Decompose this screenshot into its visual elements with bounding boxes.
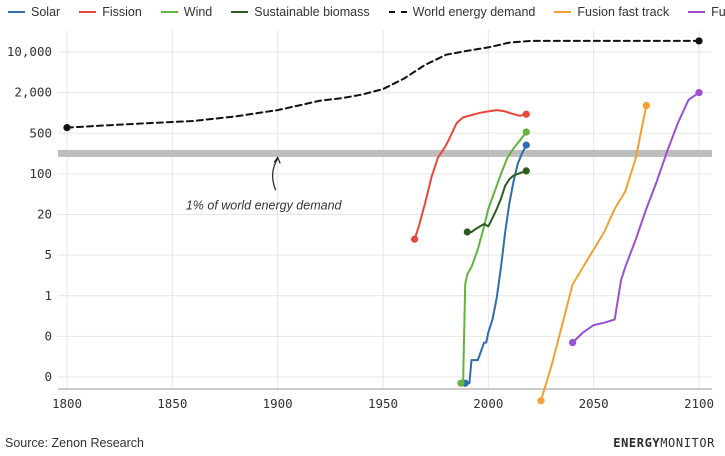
series-start-point [411, 235, 419, 243]
y-tick-label: 2,000 [14, 85, 52, 100]
x-tick-label: 1800 [52, 396, 82, 411]
one-percent-band [58, 149, 712, 157]
series-line [540, 104, 648, 402]
y-tick-label: 10,000 [7, 44, 52, 59]
series-start-point [537, 397, 545, 405]
legend-label: Solar [31, 5, 61, 19]
series-start-point [457, 379, 465, 387]
brand-logo: ENERGYMONITOR [613, 436, 715, 450]
x-tick-label: 1950 [368, 396, 398, 411]
brand-thin: MONITOR [660, 436, 715, 450]
source-note: Source: Zenon Research [5, 436, 144, 450]
series-start-point [463, 228, 471, 236]
legend-swatch [8, 11, 25, 13]
x-tick-label: 1850 [157, 396, 187, 411]
y-tick-label: 1 [44, 288, 52, 303]
y-tick-label: 20 [37, 207, 52, 222]
y-tick-label: 5 [44, 247, 52, 262]
x-tick-label: 1900 [263, 396, 293, 411]
legend-swatch [160, 11, 178, 13]
series-end-point [522, 110, 530, 118]
annotation-label: 1% of world energy demand [186, 198, 343, 212]
legend-label: Fission [102, 5, 142, 19]
legend-item: Sustainable biomass [231, 5, 370, 19]
series-end-point [642, 101, 650, 110]
series-line [66, 39, 700, 129]
legend-item: World energy demand [388, 5, 536, 19]
legend-item: Fusion fast track [554, 5, 669, 19]
y-tick-label: 0 [44, 328, 52, 343]
series-end-point [522, 128, 530, 136]
series-line [466, 169, 528, 233]
y-tick-label: 500 [29, 125, 52, 140]
x-tick-label: 2050 [579, 396, 609, 411]
legend-swatch [554, 11, 572, 13]
legend-label: Wind [183, 5, 213, 19]
x-tick-label: 2000 [473, 396, 503, 411]
legend-item: Solar [8, 5, 60, 19]
legend-label: World energy demand [412, 5, 536, 19]
legend-item: Fission [79, 5, 142, 19]
series-start-point [63, 124, 71, 132]
legend-label: Sustainable biomass [254, 5, 370, 19]
chart-legend: Solar Fission Wind Sustainable biomass World… [8, 4, 725, 20]
legend-item: Wind [160, 5, 213, 19]
legend-swatch [231, 11, 249, 13]
legend-label: Fusion [711, 5, 725, 19]
series-end-point [522, 167, 530, 175]
annotation-arrowhead [273, 156, 281, 164]
series-line [464, 144, 528, 385]
x-tick-label: 2100 [684, 396, 714, 411]
legend-label: Fusion fast track [577, 5, 670, 19]
legend-item: Fusion [688, 5, 725, 19]
series-end-point [695, 37, 703, 45]
series-start-point [569, 339, 577, 347]
legend-swatch [688, 11, 706, 13]
y-tick-label: 100 [29, 166, 52, 181]
y-tick-label: 0 [44, 369, 52, 384]
series-line [459, 131, 528, 385]
series-end-point [695, 89, 703, 97]
series-line [571, 91, 700, 344]
series-line [413, 109, 528, 241]
annotation-arrow [272, 158, 279, 191]
brand-bold: ENERGY [613, 436, 661, 450]
series-end-point [522, 141, 530, 149]
legend-swatch [79, 11, 97, 13]
legend-swatch [388, 11, 407, 13]
